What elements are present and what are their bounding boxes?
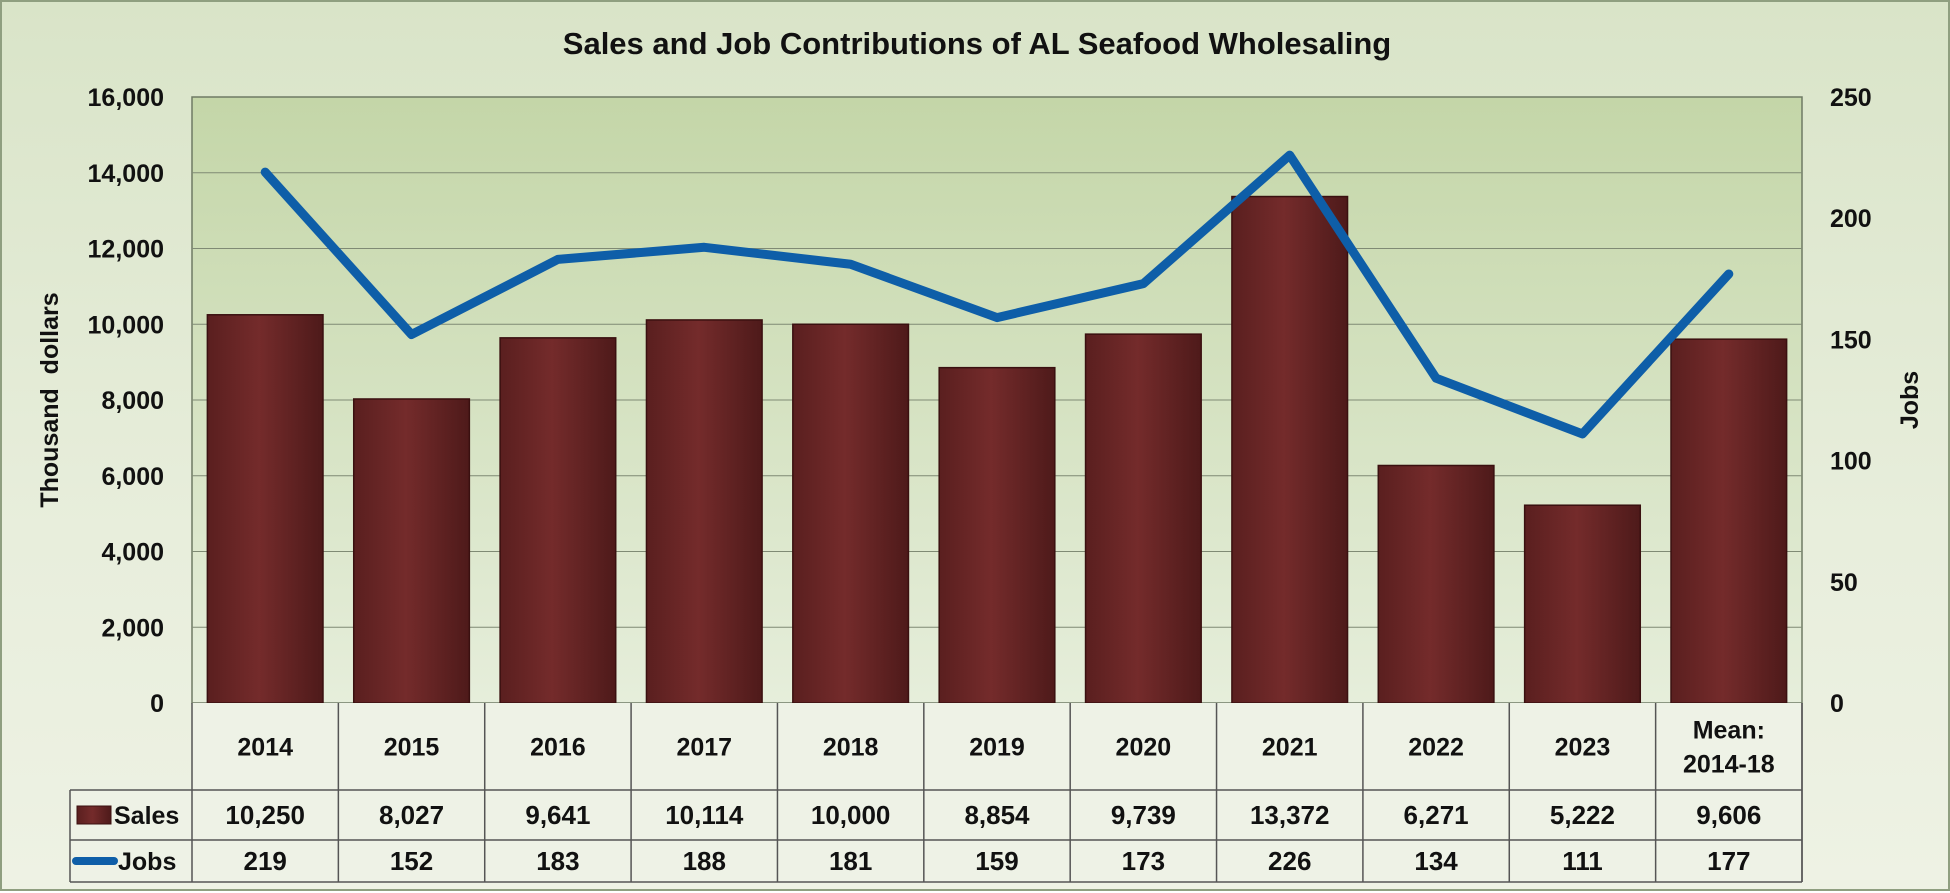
jobs-data-label: 134: [1414, 846, 1458, 876]
y-tick-label: 2,000: [101, 614, 164, 642]
y2-axis-ticks: 0 50 100 150 200 250: [1830, 84, 1872, 718]
sales-data-label: 10,114: [665, 800, 744, 830]
y-axis-label: Thousand dollars: [36, 292, 64, 507]
sales-bar: [1231, 195, 1349, 704]
y-tick-label: 0: [150, 690, 164, 718]
sales-bar: [352, 398, 471, 704]
sales-data-label: 9,606: [1696, 800, 1761, 830]
sales-bars: [206, 195, 1788, 704]
sales-bar: [1084, 333, 1202, 704]
data-table: 2014 2015 2016 2017 2018 2019 2020 2021 2022 2023…: [69, 703, 1803, 883]
sales-data-label: 6,271: [1404, 800, 1469, 830]
chart-title: Sales and Job Contributions of AL Seafoo…: [563, 26, 1391, 61]
jobs-point: [996, 316, 998, 319]
sales-data-label: 13,372: [1250, 800, 1330, 830]
y2-tick-label: 250: [1830, 84, 1872, 112]
jobs-point: [1581, 432, 1584, 435]
sales-bar: [1523, 504, 1642, 704]
jobs-point: [1727, 272, 1730, 275]
jobs-data-label: 159: [975, 846, 1018, 876]
jobs-point: [264, 171, 267, 174]
x-tick-label: 2023: [1555, 734, 1611, 762]
jobs-point: [410, 333, 413, 336]
x-tick-label: 2017: [676, 734, 732, 762]
x-tick-label: 2022: [1408, 734, 1464, 762]
y2-tick-label: 0: [1830, 690, 1844, 718]
x-tick-label: 2014: [237, 734, 293, 762]
jobs-data-label: 188: [683, 846, 726, 876]
x-tick-label: Mean: 2014-18: [1683, 717, 1775, 779]
jobs-data-label: 226: [1268, 846, 1311, 876]
jobs-data-label: 183: [536, 846, 579, 876]
sales-data-label: 10,250: [225, 800, 305, 830]
sales-data-label: 9,739: [1111, 800, 1176, 830]
sales-data-label: 8,854: [964, 800, 1030, 830]
jobs-data-label: 173: [1122, 846, 1165, 876]
jobs-point: [556, 258, 559, 261]
y-tick-label: 16,000: [88, 84, 164, 112]
y2-tick-label: 200: [1830, 205, 1872, 233]
jobs-point: [1142, 282, 1145, 285]
jobs-line: [260, 150, 1734, 439]
sales-data-label: 8,027: [379, 800, 444, 830]
sales-bar: [1377, 464, 1495, 704]
jobs-point: [1288, 154, 1291, 157]
sales-data-label: 9,641: [525, 800, 590, 830]
y2-tick-label: 100: [1830, 448, 1872, 476]
jobs-data-label: 152: [390, 846, 433, 876]
sales-bar: [645, 319, 763, 704]
sales-bar: [499, 337, 617, 704]
x-tick-label: 2019: [969, 734, 1025, 762]
sales-bar: [1670, 338, 1788, 704]
y2-tick-label: 50: [1830, 569, 1858, 597]
jobs-data-label: 111: [1562, 846, 1603, 876]
x-tick-label: 2021: [1262, 734, 1318, 762]
legend-sales-swatch: [76, 805, 112, 825]
x-tick-label: 2015: [384, 734, 440, 762]
jobs-point: [1435, 377, 1438, 380]
jobs-point: [703, 246, 706, 249]
jobs-point: [849, 263, 852, 266]
legend-sales-label: Sales: [114, 802, 179, 830]
jobs-data-label: 177: [1707, 846, 1750, 876]
x-tick-label: 2018: [823, 734, 879, 762]
x-tick-label: 2016: [530, 734, 586, 762]
sales-bar: [792, 323, 910, 704]
y-tick-label: 12,000: [88, 236, 164, 264]
jobs-data-label: 219: [243, 846, 286, 876]
sales-bar: [206, 314, 324, 704]
y-tick-label: 14,000: [88, 160, 164, 188]
table-header-bg: [192, 703, 1802, 790]
y2-axis-label: Jobs: [1896, 371, 1924, 429]
sales-bar: [938, 366, 1056, 704]
y-tick-label: 10,000: [88, 311, 164, 339]
y-tick-label: 4,000: [101, 539, 164, 567]
sales-data-label: 10,000: [811, 800, 891, 830]
legend-jobs-label: Jobs: [118, 848, 176, 876]
y-tick-label: 6,000: [101, 463, 164, 491]
table-body-bg: [70, 790, 1802, 882]
x-tick-label: 2020: [1116, 734, 1172, 762]
y-tick-label: 8,000: [101, 387, 164, 415]
y-axis-ticks: 0 2,000 4,000 6,000 8,000 10,000 12,000 14,000 1…: [88, 84, 164, 718]
y2-tick-label: 150: [1830, 326, 1872, 354]
jobs-data-label: 181: [829, 846, 872, 876]
sales-data-label: 5,222: [1550, 800, 1615, 830]
